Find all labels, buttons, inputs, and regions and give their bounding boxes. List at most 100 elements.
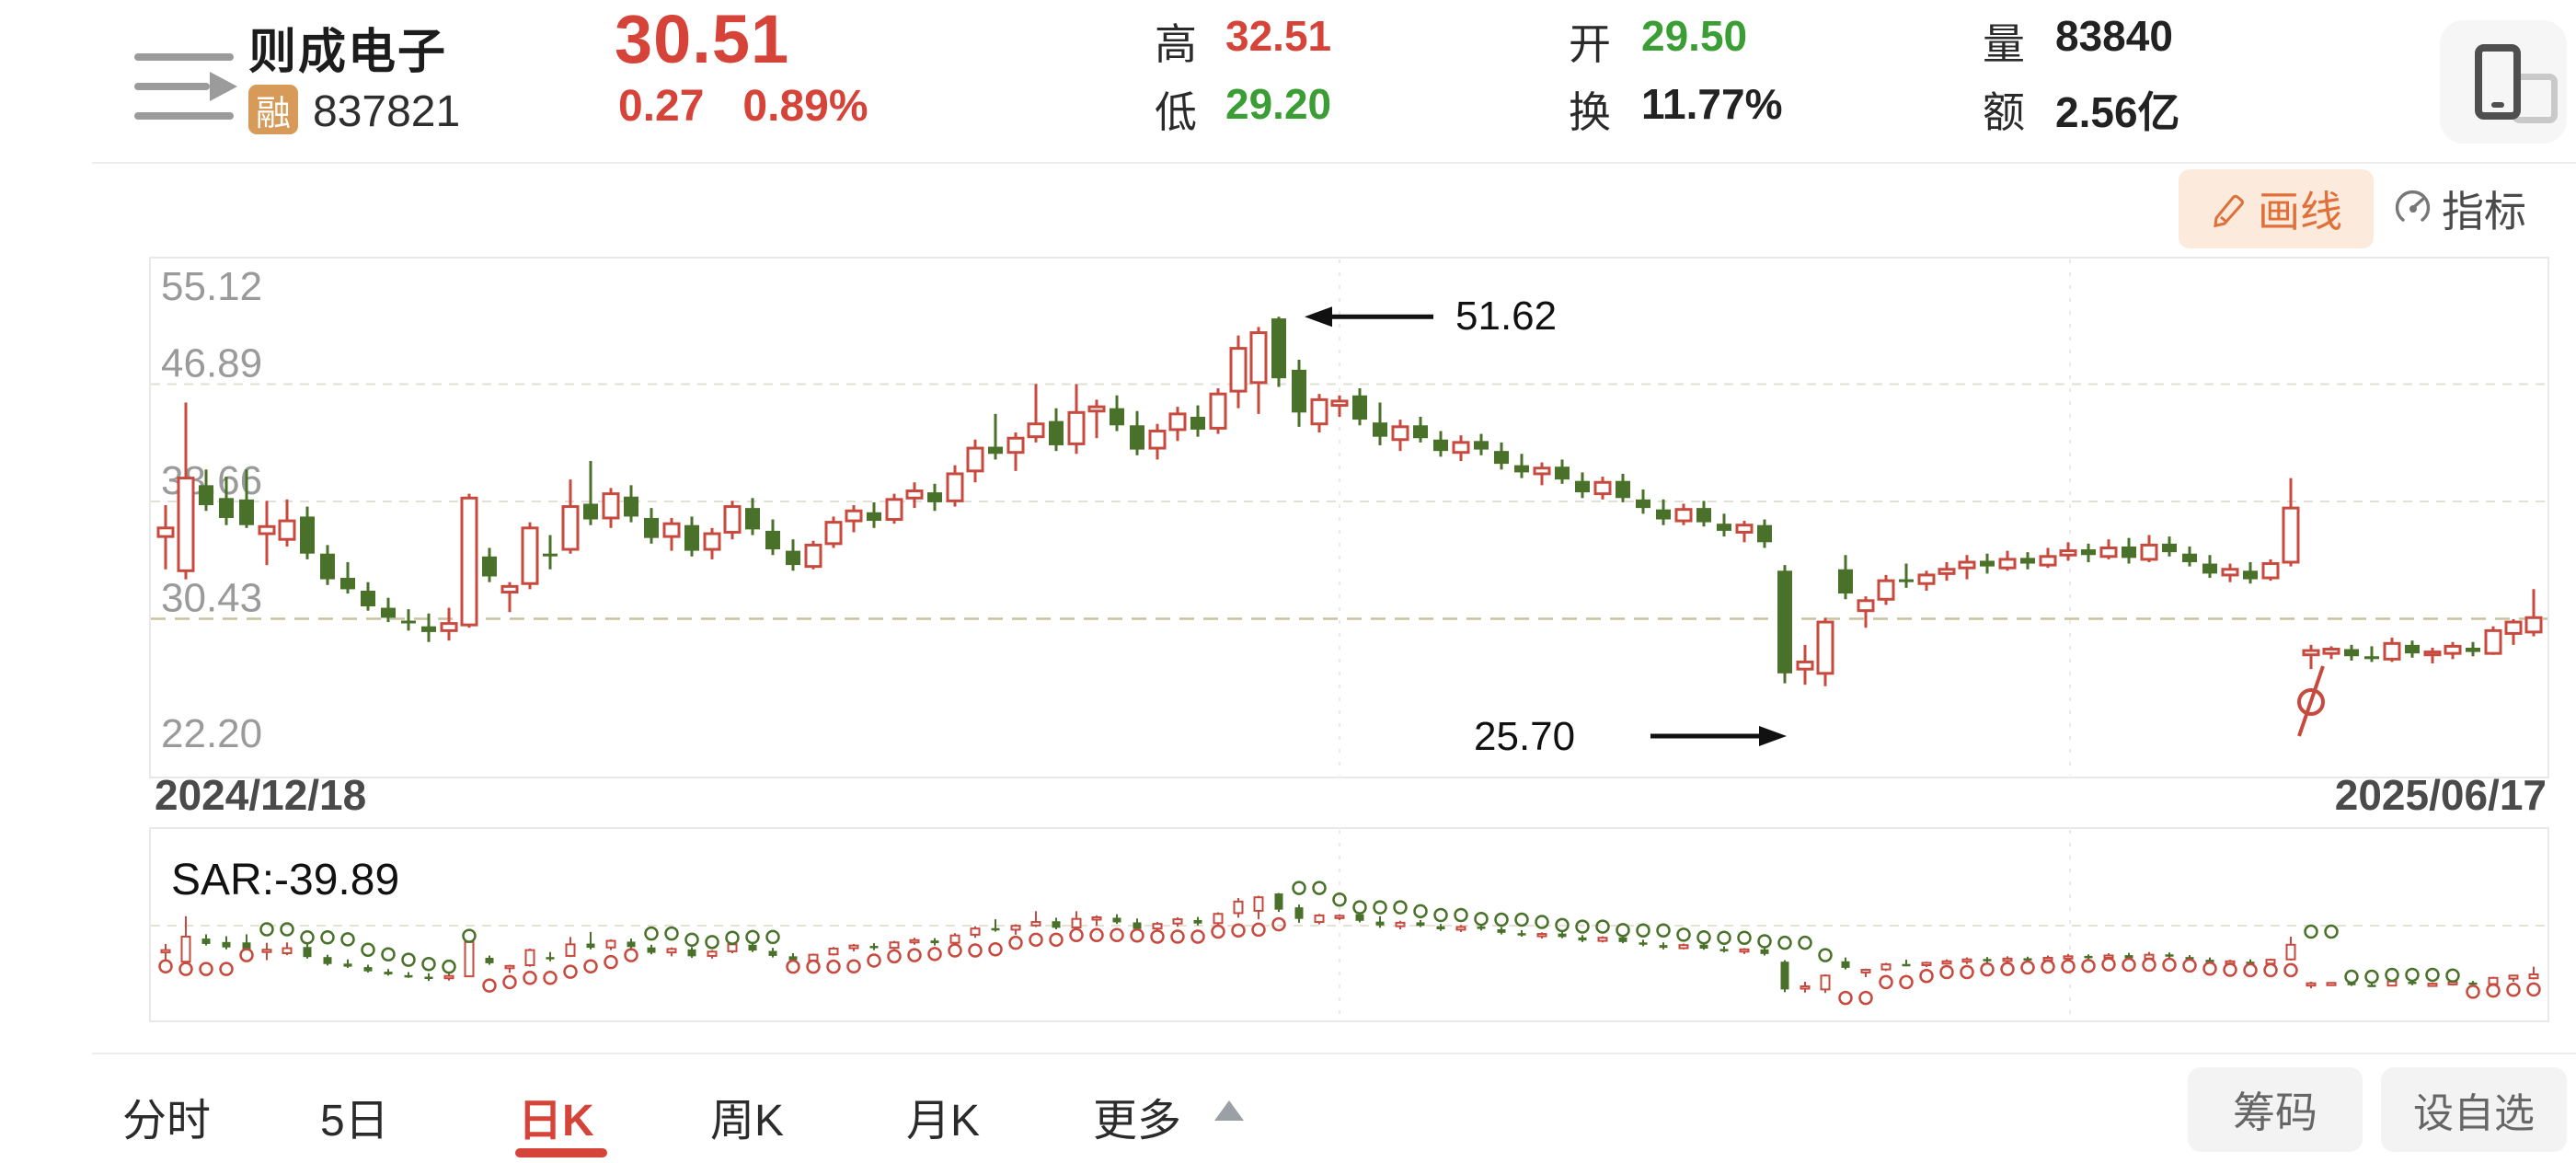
candle xyxy=(1958,555,1976,580)
caret-up-icon[interactable] xyxy=(1214,1100,1244,1121)
candle xyxy=(1087,399,1106,439)
last-price: 30.51 xyxy=(615,1,790,77)
candle xyxy=(1777,565,1792,684)
candle xyxy=(340,561,355,594)
candle xyxy=(2140,535,2158,562)
candle xyxy=(804,540,822,570)
chip-distribution-button[interactable]: 筹码 xyxy=(2188,1067,2363,1152)
candle xyxy=(1575,472,1590,499)
candle xyxy=(381,597,396,623)
candle xyxy=(1533,462,1551,486)
indicator-button[interactable]: 指标 xyxy=(2392,169,2526,248)
candle xyxy=(723,501,742,540)
stock-code: 837821 xyxy=(313,87,461,136)
candle xyxy=(867,501,881,528)
candle xyxy=(1514,454,1529,478)
rotate-screen-button[interactable] xyxy=(2440,20,2567,144)
header-divider xyxy=(92,162,2576,164)
candle xyxy=(1006,432,1025,471)
candle xyxy=(2162,536,2177,557)
candle xyxy=(1249,327,1268,414)
stat-turnover-label: 换 xyxy=(1569,88,1611,136)
tab-minute[interactable]: 分时 xyxy=(122,1097,212,1146)
candle xyxy=(1110,395,1124,432)
menu-arrow-icon[interactable] xyxy=(134,48,243,125)
candle xyxy=(2405,640,2420,658)
stat-turnover-value: 11.77% xyxy=(1641,80,1783,128)
candle xyxy=(2122,537,2136,564)
sar-panel: SAR:-39.89 xyxy=(149,827,2549,1022)
candle xyxy=(2364,646,2379,662)
candle xyxy=(177,402,195,580)
candle xyxy=(2059,542,2077,561)
y-axis-label: 22.20 xyxy=(161,711,262,756)
stat-amount-value: 2.56亿 xyxy=(2055,88,2180,136)
stat-open-label: 开 xyxy=(1569,20,1611,68)
candle xyxy=(2302,644,2320,670)
candle xyxy=(845,505,863,533)
active-tab-underline xyxy=(515,1148,607,1157)
candle xyxy=(421,613,436,642)
stock-name: 则成电子 xyxy=(248,26,448,79)
pencil-icon xyxy=(2214,194,2244,228)
add-watchlist-button[interactable]: 设自选 xyxy=(2381,1067,2567,1152)
candle xyxy=(500,582,519,613)
stat-volume-value: 83840 xyxy=(2055,12,2173,60)
price-change-row: 0.27 0.89% xyxy=(618,81,907,132)
candle xyxy=(1998,550,2017,571)
candle xyxy=(1391,420,1409,452)
candle xyxy=(1049,408,1064,452)
tab-weekly-k[interactable]: 周K xyxy=(710,1097,785,1146)
candle xyxy=(1229,335,1248,409)
candle xyxy=(1877,574,1895,605)
candle xyxy=(2484,626,2502,655)
candle xyxy=(1838,555,1853,600)
candle xyxy=(1292,360,1306,427)
candle xyxy=(2524,589,2543,637)
tab-more[interactable]: 更多 xyxy=(1093,1097,1182,1146)
candle xyxy=(1352,387,1367,426)
candlestick-series xyxy=(156,317,2543,686)
candle xyxy=(1494,442,1509,470)
candle xyxy=(662,517,681,551)
candle xyxy=(1190,405,1205,437)
sar-value-label: SAR:-39.89 xyxy=(171,856,399,904)
sar-mini-candles xyxy=(160,892,2539,994)
stat-high-label: 高 xyxy=(1155,20,1197,68)
candle xyxy=(2344,644,2359,661)
stat-amount-label: 额 xyxy=(1983,88,2025,136)
stat-high-value: 32.51 xyxy=(1225,12,1332,60)
candle xyxy=(966,439,984,483)
candle xyxy=(543,535,558,570)
candle xyxy=(1938,561,1956,582)
y-axis-label: 30.43 xyxy=(161,576,262,621)
candle xyxy=(703,527,721,559)
candle xyxy=(1917,570,1936,591)
candle xyxy=(1735,521,1754,543)
candle xyxy=(1130,410,1144,455)
candle xyxy=(745,498,760,535)
candle xyxy=(1757,519,1772,548)
indicator-label: 指标 xyxy=(2442,188,2526,236)
candle xyxy=(1656,499,1671,525)
candle xyxy=(199,469,213,512)
candle xyxy=(239,469,254,528)
phone-portrait-icon xyxy=(2475,44,2521,120)
candle xyxy=(1271,317,1286,387)
tab-monthly-k[interactable]: 月K xyxy=(906,1097,981,1146)
stat-low-value: 29.20 xyxy=(1225,80,1332,128)
candle xyxy=(2243,561,2258,584)
low-annotation: 25.70 xyxy=(1474,714,1787,759)
draw-line-button[interactable]: 画线 xyxy=(2179,169,2374,248)
candle xyxy=(1593,477,1612,500)
candle xyxy=(988,413,1003,460)
tab-daily-k[interactable]: 日K xyxy=(518,1097,594,1146)
candle xyxy=(946,465,964,507)
candle xyxy=(644,508,659,544)
candle xyxy=(278,499,296,547)
candle xyxy=(219,477,234,525)
candle xyxy=(885,493,903,524)
tab-5day[interactable]: 5日 xyxy=(320,1097,389,1146)
